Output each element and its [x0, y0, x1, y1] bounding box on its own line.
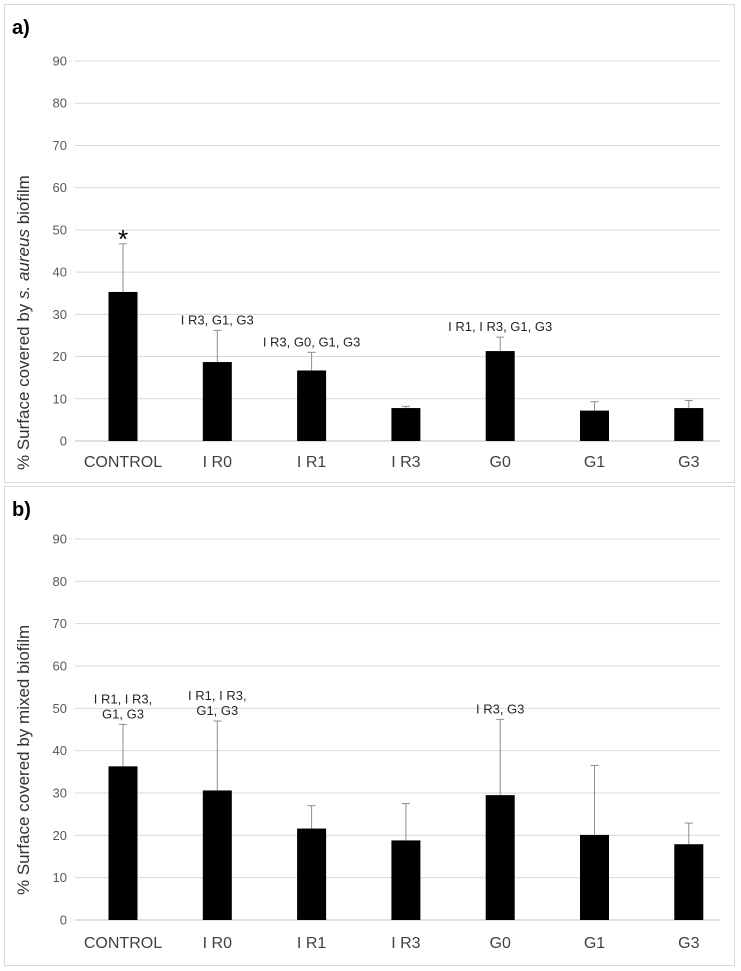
- panel-a-y-tick-label: 50: [53, 222, 67, 237]
- panel-b-y-tick-label: 70: [53, 616, 67, 631]
- panel-a-annotation: I R3, G0, G1, G3: [263, 334, 361, 349]
- panel-a-significance-star: *: [118, 224, 128, 254]
- panel-a-annotation: I R1, I R3, G1, G3: [448, 319, 552, 334]
- panel-a-bar: [580, 410, 609, 441]
- panel-b-y-tick-label: 10: [53, 870, 67, 885]
- panel-a-category-label: I R0: [203, 454, 232, 471]
- panel-a-bar: [674, 408, 704, 441]
- panel-b-category-label: G0: [490, 935, 511, 952]
- panel-a-annotation: I R3, G1, G3: [181, 312, 254, 327]
- panel-a-y-tick-label: 20: [53, 349, 67, 364]
- panel-b-y-tick-label: 50: [53, 701, 67, 716]
- panel-b-bar: [580, 834, 609, 920]
- panel-b-bar: [391, 840, 421, 920]
- panel-a-bar: [297, 370, 327, 441]
- panel-a-bar: [485, 351, 515, 441]
- panel-a-category-label: G1: [584, 454, 605, 471]
- panel-b-y-tick-label: 30: [53, 786, 67, 801]
- panel-a-y-tick-label: 60: [53, 180, 67, 195]
- panel-a-y-tick-label: 0: [60, 434, 67, 449]
- panel-b-annotation: I R1, I R3,: [188, 688, 247, 703]
- panel-a-y-tick-label: 80: [53, 96, 67, 111]
- panel-a-category-label: CONTROL: [84, 454, 162, 471]
- panel-b-label: b): [12, 499, 31, 521]
- panel-b-annotation: I R3, G3: [476, 701, 524, 716]
- panel-a-y-tick-label: 40: [53, 265, 67, 280]
- panel-b-category-label: G1: [584, 935, 605, 952]
- panel-a-bar: [391, 408, 421, 441]
- panel-b-bar: [108, 766, 138, 920]
- panel-a-y-tick-label: 70: [53, 138, 67, 153]
- panel-a-y-tick-label: 10: [53, 391, 67, 406]
- panel-b-bar: [674, 844, 704, 920]
- panel-a-label: a): [12, 17, 30, 39]
- panel-b-y-tick-label: 60: [53, 659, 67, 674]
- panel-b-bar: [485, 795, 515, 920]
- panel-a-y-tick-label: 30: [53, 307, 67, 322]
- panel-b-category-label: G3: [678, 935, 699, 952]
- panel-a-category-label: I R1: [297, 454, 326, 471]
- panel-b-y-tick-label: 0: [60, 913, 67, 928]
- panel-b-y-tick-label: 80: [53, 574, 67, 589]
- panel-b-y-tick-label: 40: [53, 743, 67, 758]
- panel-b-bar: [297, 828, 327, 920]
- panel-b-category-label: I R0: [203, 935, 232, 952]
- panel-b-annotation: G1, G3: [196, 703, 238, 718]
- panel-b-category-label: I R1: [297, 935, 326, 952]
- panel-b-category-label: CONTROL: [84, 935, 162, 952]
- panel-a-bar: [202, 362, 232, 441]
- panel-b-annotation: I R1, I R3,: [94, 691, 153, 706]
- panel-b-category-label: I R3: [391, 935, 420, 952]
- panel-b-bar: [202, 790, 232, 920]
- panel-a-category-label: G0: [490, 454, 511, 471]
- panel-b-y-tick-label: 90: [53, 532, 67, 547]
- panel-b-annotation: G1, G3: [102, 706, 144, 721]
- panel-a-category-label: G3: [678, 454, 699, 471]
- panel-a-category-label: I R3: [391, 454, 420, 471]
- panel-b-y-tick-label: 20: [53, 828, 67, 843]
- panel-a-y-tick-label: 90: [53, 54, 67, 69]
- panel-a-bar: [108, 291, 138, 441]
